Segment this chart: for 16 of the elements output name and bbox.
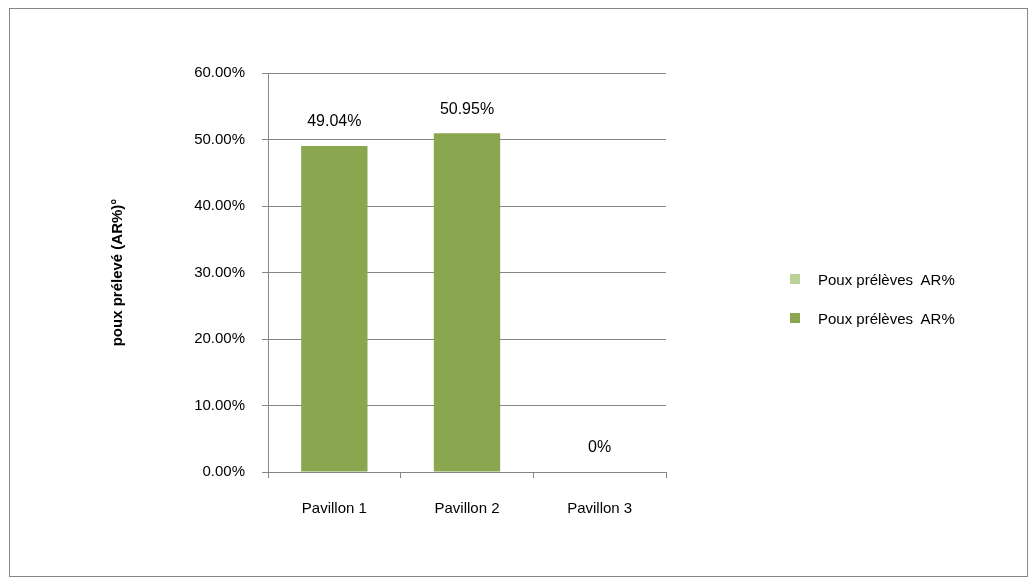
y-tick-label: 10.00% (194, 395, 245, 413)
y-tick-label: 0.00% (202, 462, 245, 480)
legend-label: Poux prélèves AR% (818, 309, 955, 327)
y-tick-label: 60.00% (194, 63, 245, 81)
data-label: 0% (588, 438, 612, 456)
y-axis-title: poux prélevé (AR%)° (108, 198, 126, 347)
y-tick-label: 30.00% (194, 262, 245, 280)
x-tick-label: Pavillon 3 (567, 499, 633, 517)
data-label: 50.95% (439, 99, 495, 117)
data-label: 49.04% (307, 112, 362, 130)
y-tick-label: 40.00% (194, 196, 245, 214)
y-tick-label: 20.00% (194, 329, 245, 347)
x-tick-label: Pavillon 2 (434, 499, 500, 517)
x-tick-label: Pavillon 1 (301, 499, 367, 517)
legend-label: Poux prélèves AR% (818, 270, 955, 288)
y-tick-label: 50.00% (194, 129, 245, 147)
